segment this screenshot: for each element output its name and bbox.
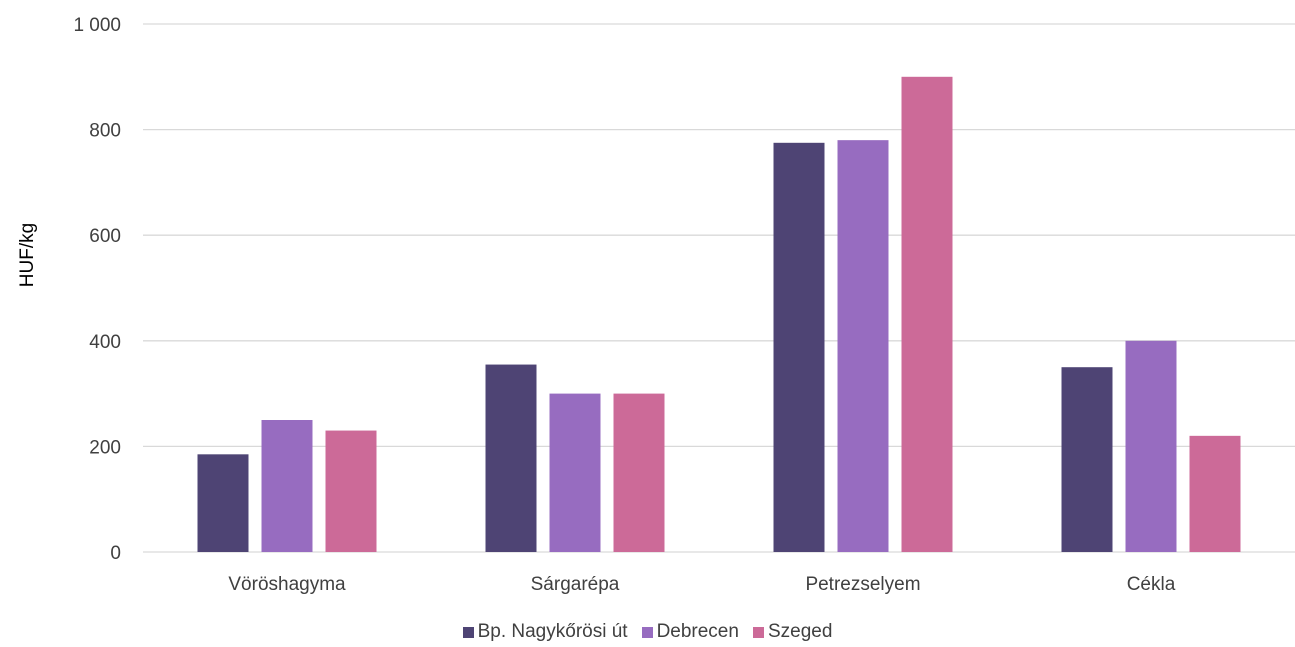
y-tick-label: 800 <box>89 121 121 142</box>
bar <box>485 364 537 552</box>
legend-label: Debrecen <box>656 621 739 642</box>
x-tick-label: Cékla <box>1127 574 1176 595</box>
legend-item: Bp. Nagykőrösi út <box>462 621 628 643</box>
gridlines <box>143 23 1295 553</box>
x-axis-tick-labels: Vöröshagyma Sárgarépa Petrezselyem Cékla <box>228 574 1175 595</box>
legend: Bp. Nagykőrösi út Debrecen Szeged <box>0 621 1295 643</box>
legend-label: Szeged <box>767 621 833 642</box>
y-axis-tick-labels: 0 200 400 600 800 1 000 <box>73 15 121 564</box>
bar <box>773 142 825 553</box>
legend-swatch <box>752 626 764 638</box>
x-tick-label: Petrezselyem <box>805 574 920 595</box>
bar <box>613 393 665 552</box>
y-tick-label: 1 000 <box>73 15 121 36</box>
y-tick-label: 0 <box>110 543 121 564</box>
bar <box>1189 435 1241 552</box>
y-tick-label: 400 <box>89 332 121 353</box>
legend-label: Bp. Nagykőrösi út <box>477 621 628 642</box>
bar <box>901 76 953 553</box>
bars <box>197 76 1241 553</box>
bar <box>325 430 377 552</box>
bar <box>549 393 601 552</box>
bar <box>197 454 249 552</box>
x-tick-label: Sárgarépa <box>531 574 620 595</box>
bar-chart: 0 200 400 600 800 1 000 Vöröshagyma Sárgarépa P… <box>17 15 1295 595</box>
bar <box>1061 367 1113 552</box>
y-axis-title: HUF/kg <box>17 223 38 287</box>
legend-swatch <box>641 626 653 638</box>
x-tick-label: Vöröshagyma <box>228 574 346 595</box>
y-tick-label: 600 <box>89 226 121 247</box>
legend-swatch <box>462 626 474 638</box>
bar <box>1125 340 1177 552</box>
bar <box>837 140 889 552</box>
legend-item: Szeged <box>752 621 833 643</box>
bar <box>261 420 313 552</box>
legend-item: Debrecen <box>641 621 739 643</box>
y-tick-label: 200 <box>89 437 121 458</box>
